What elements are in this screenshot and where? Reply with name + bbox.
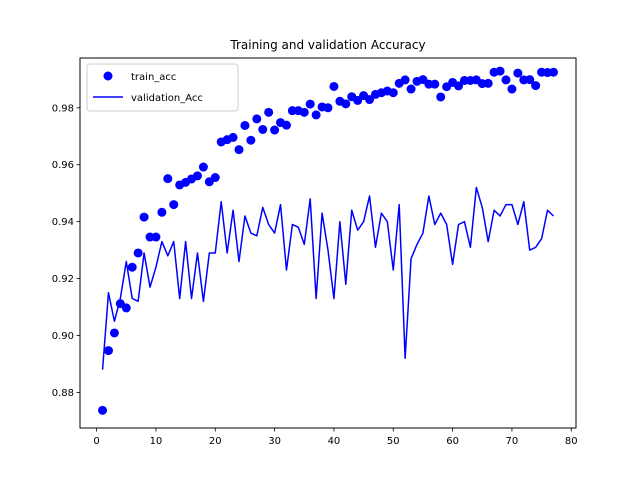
- y-tick-label: 0.90: [52, 331, 74, 342]
- y-tick-label: 0.96: [52, 160, 74, 171]
- data-point-train-acc: [127, 262, 137, 272]
- y-tick-label: 0.98: [52, 103, 74, 114]
- data-point-train-acc: [525, 75, 535, 85]
- x-tick-label: 30: [268, 436, 281, 447]
- data-point-train-acc: [228, 132, 238, 142]
- data-point-train-acc: [258, 124, 268, 134]
- data-point-train-acc: [139, 212, 149, 222]
- data-point-train-acc: [483, 78, 493, 88]
- data-point-train-acc: [169, 200, 179, 210]
- data-point-train-acc: [234, 145, 244, 155]
- data-point-train-acc: [198, 162, 208, 172]
- data-point-train-acc: [252, 114, 262, 124]
- data-point-train-acc: [548, 67, 558, 77]
- legend-marker-train-acc: [103, 71, 113, 81]
- data-point-train-acc: [531, 81, 541, 91]
- data-point-train-acc: [103, 346, 113, 356]
- y-tick-label: 0.92: [52, 274, 74, 285]
- legend-box: [86, 63, 239, 112]
- x-tick-label: 20: [209, 436, 222, 447]
- data-point-train-acc: [353, 95, 363, 105]
- data-point-train-acc: [299, 107, 309, 117]
- y-tick-label: 0.88: [52, 388, 74, 399]
- data-point-train-acc: [365, 95, 375, 105]
- data-point-train-acc: [507, 84, 517, 94]
- x-tick-label: 0: [93, 436, 99, 447]
- data-point-train-acc: [311, 110, 321, 120]
- data-point-train-acc: [121, 303, 131, 313]
- data-point-train-acc: [400, 75, 410, 85]
- data-point-train-acc: [281, 120, 291, 130]
- data-point-train-acc: [192, 171, 202, 181]
- legend: train_acc validation_Acc: [86, 63, 239, 112]
- axes-frame: [79, 57, 577, 429]
- x-axis: 0 10 20 30 40 50 60 70 80: [93, 428, 578, 447]
- data-point-train-acc: [133, 248, 143, 258]
- legend-label-train-acc: train_acc: [131, 72, 176, 83]
- data-point-train-acc: [270, 125, 280, 135]
- data-point-train-acc: [323, 103, 333, 113]
- y-axis: 0.88 0.90 0.92 0.94 0.96 0.98: [52, 103, 80, 399]
- data-point-train-acc: [210, 173, 220, 183]
- x-tick-label: 10: [150, 436, 163, 447]
- x-tick-label: 70: [506, 436, 519, 447]
- legend-label-validation-acc: validation_Acc: [131, 93, 203, 104]
- data-point-train-acc: [305, 99, 315, 109]
- data-point-train-acc: [329, 81, 339, 91]
- data-point-train-acc: [406, 84, 416, 94]
- y-tick-label: 0.94: [52, 217, 74, 228]
- data-point-train-acc: [98, 405, 108, 415]
- data-point-train-acc: [513, 68, 523, 78]
- data-point-train-acc: [454, 81, 464, 91]
- data-point-train-acc: [157, 207, 167, 217]
- x-tick-label: 40: [328, 436, 341, 447]
- data-point-train-acc: [430, 79, 440, 89]
- data-point-train-acc: [388, 88, 398, 98]
- data-point-train-acc: [264, 107, 274, 117]
- x-tick-label: 80: [565, 436, 578, 447]
- data-point-train-acc: [246, 135, 256, 145]
- x-tick-label: 60: [446, 436, 459, 447]
- data-point-train-acc: [501, 75, 511, 85]
- data-point-train-acc: [151, 232, 161, 242]
- data-point-train-acc: [240, 120, 250, 130]
- series-layer: [98, 66, 558, 415]
- x-tick-label: 50: [387, 436, 400, 447]
- data-point-train-acc: [341, 99, 351, 109]
- data-point-train-acc: [495, 66, 505, 76]
- chart-title: Training and validation Accuracy: [229, 38, 425, 52]
- data-point-train-acc: [436, 92, 446, 102]
- data-point-train-acc: [109, 328, 119, 338]
- data-point-train-acc: [163, 174, 173, 184]
- series-line-validation-acc: [101, 186, 554, 370]
